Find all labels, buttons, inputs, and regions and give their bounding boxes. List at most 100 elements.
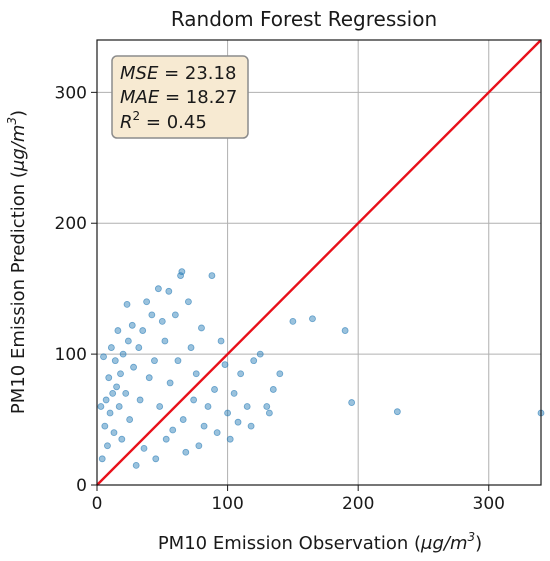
scatter-point (289, 317, 297, 325)
stat-mse: MSE = 23.18 (120, 63, 236, 84)
scatter-point (393, 408, 401, 416)
scatter-point (118, 435, 126, 443)
x-tick-label: 200 (342, 494, 374, 514)
scatter-point (171, 311, 179, 319)
scatter-point (178, 268, 186, 276)
scatter-point (179, 416, 187, 423)
scatter-point (156, 403, 164, 410)
scatter-point (250, 357, 258, 365)
scatter-point (151, 357, 158, 365)
scatter-point (169, 426, 177, 434)
stats-box-background (111, 55, 249, 139)
scatter-point (105, 374, 113, 382)
scatter-point (135, 344, 143, 351)
scatter-point (101, 422, 109, 430)
scatter-point (195, 442, 203, 450)
y-tick-label: 100 (55, 345, 87, 365)
scatter-point (115, 403, 123, 410)
reference-line (96, 39, 542, 486)
scatter-point (166, 379, 174, 387)
scatter-point (124, 337, 132, 345)
scatter-point (122, 389, 130, 397)
axis-ticks: 0 100 200 300 0 100 200 300 (55, 83, 505, 514)
scatter-point (200, 422, 208, 430)
y-tick-label: 0 (76, 476, 87, 496)
x-tick-label: 100 (211, 494, 243, 514)
scatter-point (104, 442, 111, 450)
scatter-point (113, 383, 120, 391)
scatter-point (309, 315, 316, 323)
scatter-points (97, 268, 545, 469)
scatter-point (217, 337, 225, 345)
scatter-point (185, 298, 192, 306)
scatter-point (109, 389, 117, 397)
scatter-point (136, 396, 144, 404)
scatter-point (97, 403, 105, 410)
scatter-point (213, 429, 221, 437)
scatter-point (182, 448, 190, 456)
scatter-point (269, 386, 277, 393)
scatter-point (128, 321, 136, 329)
x-tick-label: 0 (92, 494, 103, 514)
scatter-point (111, 357, 119, 365)
scatter-point (154, 285, 162, 293)
scatter-point (198, 324, 205, 332)
scatter-point (190, 396, 198, 404)
plot-frame (96, 39, 542, 486)
scatter-point (341, 327, 349, 334)
y-tick-label: 200 (55, 214, 87, 234)
x-axis-label: PM10 Emission Observation (μg/m3) (158, 530, 482, 554)
scatter-point (161, 337, 169, 345)
scatter-point (256, 350, 264, 358)
scatter-point (143, 298, 151, 306)
scatter-point (187, 344, 195, 351)
scatter-point (148, 311, 156, 319)
scatter-point (123, 300, 131, 308)
scatter-point (107, 344, 115, 351)
scatter-point (243, 403, 251, 410)
stat-mae: MAE = 18.27 (120, 87, 237, 108)
scatter-point (100, 353, 107, 361)
y-tick-label: 300 (55, 83, 87, 103)
scatter-point (114, 327, 122, 334)
scatter-point (126, 416, 134, 423)
stat-r2: R2 = 0.45 (120, 109, 207, 133)
scatter-point (98, 455, 106, 463)
scatter-point (132, 461, 140, 469)
scatter-point (174, 357, 182, 365)
scatter-point (177, 272, 184, 279)
scatter-point (117, 370, 124, 378)
scatter-point (102, 396, 110, 404)
scatter-point (204, 403, 212, 410)
scatter-point (247, 422, 255, 430)
scatter-point (234, 418, 242, 426)
scatter-point (211, 386, 218, 393)
scatter-point (226, 435, 234, 443)
scatter-point (224, 409, 231, 417)
scatter-point (208, 272, 216, 279)
scatter-point (162, 435, 170, 443)
chart-title: Random Forest Regression (171, 7, 437, 31)
scatter-point (130, 363, 137, 371)
scatter-point (139, 327, 147, 334)
x-tick-label: 300 (473, 494, 505, 514)
scatter-point (119, 350, 127, 358)
scatter-point (276, 370, 284, 378)
scatter-point (237, 370, 245, 378)
scatter-point (158, 317, 166, 325)
scatter-point (106, 409, 114, 417)
scatter-point (145, 374, 153, 382)
scatter-point (230, 389, 238, 397)
scatter-point (152, 455, 160, 463)
y-axis-label: PM10 Emission Prediction (μg/m3) (5, 110, 29, 414)
scatter-point (192, 370, 200, 378)
scatter-point (265, 409, 273, 417)
scatter-point (110, 429, 118, 437)
stats-box: MSE = 23.18 MAE = 18.27 R2 = 0.45 (111, 55, 249, 139)
scatter-point (165, 287, 173, 295)
scatter-point (348, 399, 356, 406)
scatter-point (221, 361, 229, 368)
scatter-point (140, 444, 148, 452)
